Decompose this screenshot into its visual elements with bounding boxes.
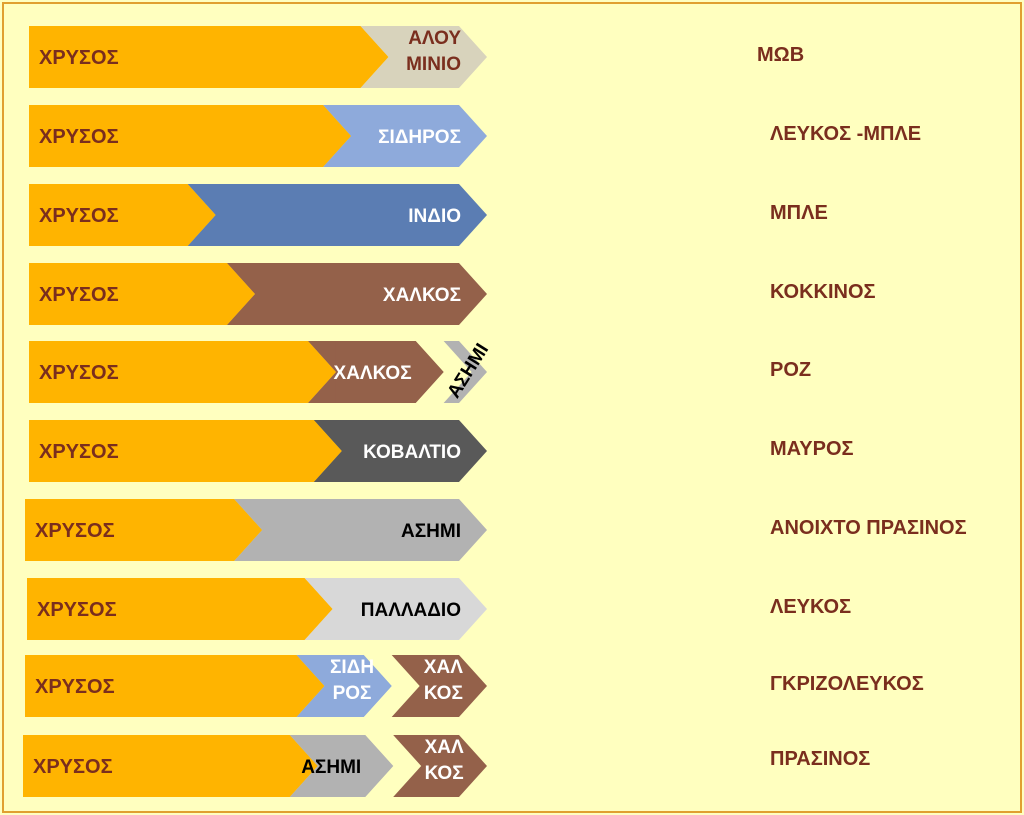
metal-segment	[304, 578, 487, 640]
gold-label: ΧΡΥΣΟΣ	[39, 441, 119, 463]
gold-label: ΧΡΥΣΟΣ	[35, 520, 115, 542]
alloy-row: ΧΡΥΣΟΣ ΧΑΛΚΟΣ	[29, 263, 487, 325]
segment-label: ΧΑΛΚΟΣ	[334, 363, 412, 384]
gold-segment-tip	[29, 184, 216, 246]
segment-label: ΣΙΔΗ	[330, 657, 374, 678]
segment-label: ΑΣΗΜΙ	[401, 521, 461, 542]
gold-label: ΧΡΥΣΟΣ	[33, 756, 113, 778]
gold-segment-tip	[27, 578, 333, 640]
result-color-label: ΠΡΑΣΙΝΟΣ	[770, 748, 871, 770]
metal-segment	[322, 105, 487, 167]
gold-label: ΧΡΥΣΟΣ	[39, 284, 119, 306]
result-color-label: ΜΑΥΡΟΣ	[770, 438, 854, 460]
metal-segment	[443, 341, 487, 403]
gold-label: ΧΡΥΣΟΣ	[39, 47, 119, 69]
gold-segment-tip	[25, 499, 263, 561]
segment-label: ΚΟΣ	[424, 683, 463, 704]
gold-label: ΧΡΥΣΟΣ	[37, 599, 117, 621]
metal-segment	[234, 499, 487, 561]
metal-segment	[313, 420, 487, 482]
gold-label: ΧΡΥΣΟΣ	[39, 362, 119, 384]
alloy-row: ΧΡΥΣΟΣ ΧΑΛΚΟΣ ΑΣΗΜΙ	[29, 340, 493, 403]
gold-segment-tip	[29, 420, 342, 482]
alloy-row: ΧΡΥΣΟΣ ΑΣΗΜΙ	[25, 499, 487, 561]
result-color-label: ΓΚΡΙΖΟΛΕΥΚΟΣ	[770, 673, 924, 695]
segment-label: ΚΟΒΑΛΤΙΟ	[363, 442, 461, 463]
gold-label: ΧΡΥΣΟΣ	[35, 676, 115, 698]
gold-segment-tip	[25, 655, 325, 717]
segment-label: ΧΑΛΚΟΣ	[383, 285, 461, 306]
metal-segment-tip	[324, 655, 392, 717]
alloy-row: ΧΡΥΣΟΣ ΠΑΛΛΑΔΙΟ	[27, 578, 487, 640]
gold-segment-tip	[29, 263, 255, 325]
result-color-label: ΚΟΚΚΙΝΟΣ	[770, 281, 876, 303]
metal-segment-tip	[335, 341, 444, 403]
metal-segment	[360, 26, 487, 88]
result-color-label: ΑΝΟΙΧΤΟ ΠΡΑΣΙΝΟΣ	[770, 517, 967, 539]
metal-segment-tip	[317, 735, 394, 797]
alloy-row: ΧΡΥΣΟΣ ΣΙΔΗ ΡΟΣ ΧΑΛ ΚΟΣ	[25, 655, 487, 717]
gold-segment-tip	[29, 26, 389, 88]
alloy-row: ΧΡΥΣΟΣ ΑΣΗΜΙ ΧΑΛ ΚΟΣ	[23, 735, 487, 797]
segment-label: ΠΑΛΛΑΔΙΟ	[361, 600, 461, 621]
result-color-label: ΛΕΥΚΟΣ -ΜΠΛΕ	[770, 123, 922, 145]
segment-label: ΑΛΟΥ	[408, 28, 461, 49]
segment-label: ΧΑΛ	[424, 657, 463, 678]
result-color-label: ΜΠΛΕ	[770, 202, 828, 224]
alloy-row: ΧΡΥΣΟΣ ΚΟΒΑΛΤΙΟ	[29, 420, 487, 482]
metal-segment	[393, 735, 487, 797]
gold-label: ΧΡΥΣΟΣ	[39, 205, 119, 227]
segment-label: ΣΙΔΗΡΟΣ	[378, 127, 461, 148]
metal-segment	[226, 263, 487, 325]
segment-label: ΚΟΣ	[425, 763, 464, 784]
gold-segment-tip	[23, 735, 318, 797]
segment-label: ΜΙΝΙΟ	[406, 54, 461, 75]
segment-label: ΑΣΗΜΙ	[301, 757, 361, 778]
gold-label: ΧΡΥΣΟΣ	[39, 126, 119, 148]
metal-segment	[391, 655, 487, 717]
alloy-row: ΧΡΥΣΟΣ ΙΝΔΙΟ	[29, 184, 487, 246]
gold-segment-tip	[29, 341, 336, 403]
alloy-row: ΧΡΥΣΟΣ ΣΙΔΗΡΟΣ	[29, 105, 487, 167]
metal-segment	[187, 184, 487, 246]
result-color-label: ΡΟΖ	[770, 359, 812, 381]
alloy-row: ΧΡΥΣΟΣ ΑΛΟΥ ΜΙΝΙΟ	[29, 26, 487, 88]
gold-segment-tip	[29, 105, 351, 167]
result-color-label: ΛΕΥΚΟΣ	[770, 596, 852, 618]
result-color-label: ΜΩΒ	[757, 44, 805, 66]
segment-label: ΙΝΔΙΟ	[408, 206, 461, 227]
segment-label: ΡΟΣ	[333, 683, 372, 704]
segment-label: ΧΑΛ	[425, 737, 464, 758]
